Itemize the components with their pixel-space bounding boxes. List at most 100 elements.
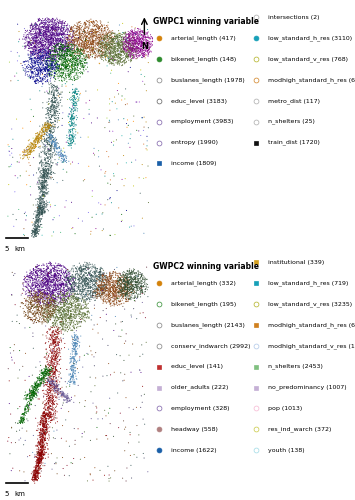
Point	[76, 58, 82, 66]
Point	[33, 282, 39, 290]
Point	[40, 74, 45, 82]
Point	[40, 190, 46, 198]
Point	[97, 268, 103, 276]
Point	[35, 280, 41, 288]
Point	[112, 467, 118, 475]
Point	[40, 417, 45, 425]
Point	[62, 156, 67, 164]
Point	[41, 404, 47, 412]
Point	[141, 28, 147, 36]
Point	[94, 51, 99, 59]
Point	[131, 40, 136, 48]
Point	[80, 275, 86, 283]
Point	[93, 292, 99, 300]
Point	[89, 30, 95, 38]
Point	[102, 35, 108, 43]
Point	[51, 384, 57, 392]
Point	[64, 64, 69, 72]
Point	[102, 49, 108, 57]
Point	[60, 334, 66, 342]
Point	[59, 72, 64, 80]
Point	[118, 286, 124, 294]
Point	[46, 136, 52, 144]
Point	[31, 387, 37, 395]
Point	[36, 274, 41, 281]
Point	[38, 421, 43, 429]
Point	[119, 288, 125, 296]
Point	[115, 58, 121, 66]
Point	[34, 214, 40, 222]
Point	[38, 412, 44, 420]
Point	[43, 284, 48, 292]
Point	[37, 459, 43, 467]
Point	[149, 37, 155, 45]
Point	[55, 158, 60, 166]
Point	[72, 346, 77, 354]
Point	[54, 310, 60, 318]
Point	[61, 310, 67, 318]
Point	[35, 388, 41, 396]
Point	[94, 292, 100, 300]
Point	[28, 44, 34, 52]
Point	[33, 130, 38, 138]
Point	[114, 46, 120, 54]
Point	[47, 414, 53, 422]
Point	[44, 306, 50, 314]
Point	[126, 42, 131, 50]
Point	[94, 264, 100, 272]
Point	[88, 46, 94, 54]
Point	[92, 277, 97, 285]
Point	[72, 290, 78, 298]
Point	[125, 42, 131, 50]
Point	[42, 417, 48, 425]
Point	[93, 16, 99, 24]
Point	[103, 168, 109, 175]
Point	[57, 293, 63, 301]
Point	[46, 314, 52, 322]
Point	[116, 80, 121, 88]
Point	[53, 42, 59, 50]
Point	[40, 210, 45, 218]
Point	[145, 162, 151, 170]
Point	[49, 36, 55, 44]
Point	[73, 54, 79, 62]
Point	[81, 26, 87, 34]
Point	[43, 59, 48, 67]
Point	[31, 471, 36, 479]
Point	[46, 278, 52, 286]
Point	[34, 470, 39, 478]
Point	[40, 41, 46, 49]
Point	[48, 302, 53, 310]
Point	[73, 38, 79, 46]
Point	[72, 27, 77, 35]
Point	[66, 32, 72, 40]
Point	[55, 283, 61, 291]
Point	[87, 298, 93, 306]
Point	[137, 288, 143, 296]
Point	[130, 50, 135, 58]
Point	[115, 278, 120, 285]
Point	[52, 44, 58, 52]
Point	[37, 16, 42, 24]
Point	[41, 428, 47, 436]
Point	[32, 285, 38, 293]
Point	[46, 430, 51, 438]
Point	[40, 449, 45, 457]
Point	[59, 24, 64, 32]
Point	[67, 55, 73, 63]
Point	[50, 46, 56, 54]
Point	[59, 322, 64, 330]
Point	[50, 312, 56, 320]
Point	[72, 336, 77, 344]
Point	[54, 276, 60, 283]
Point	[108, 270, 114, 278]
Point	[34, 383, 39, 391]
Point	[60, 152, 66, 160]
Point	[44, 174, 50, 182]
Point	[119, 287, 125, 295]
Point	[41, 306, 47, 314]
Point	[111, 32, 117, 40]
Point	[77, 34, 83, 42]
Point	[111, 48, 116, 56]
Point	[101, 298, 107, 306]
